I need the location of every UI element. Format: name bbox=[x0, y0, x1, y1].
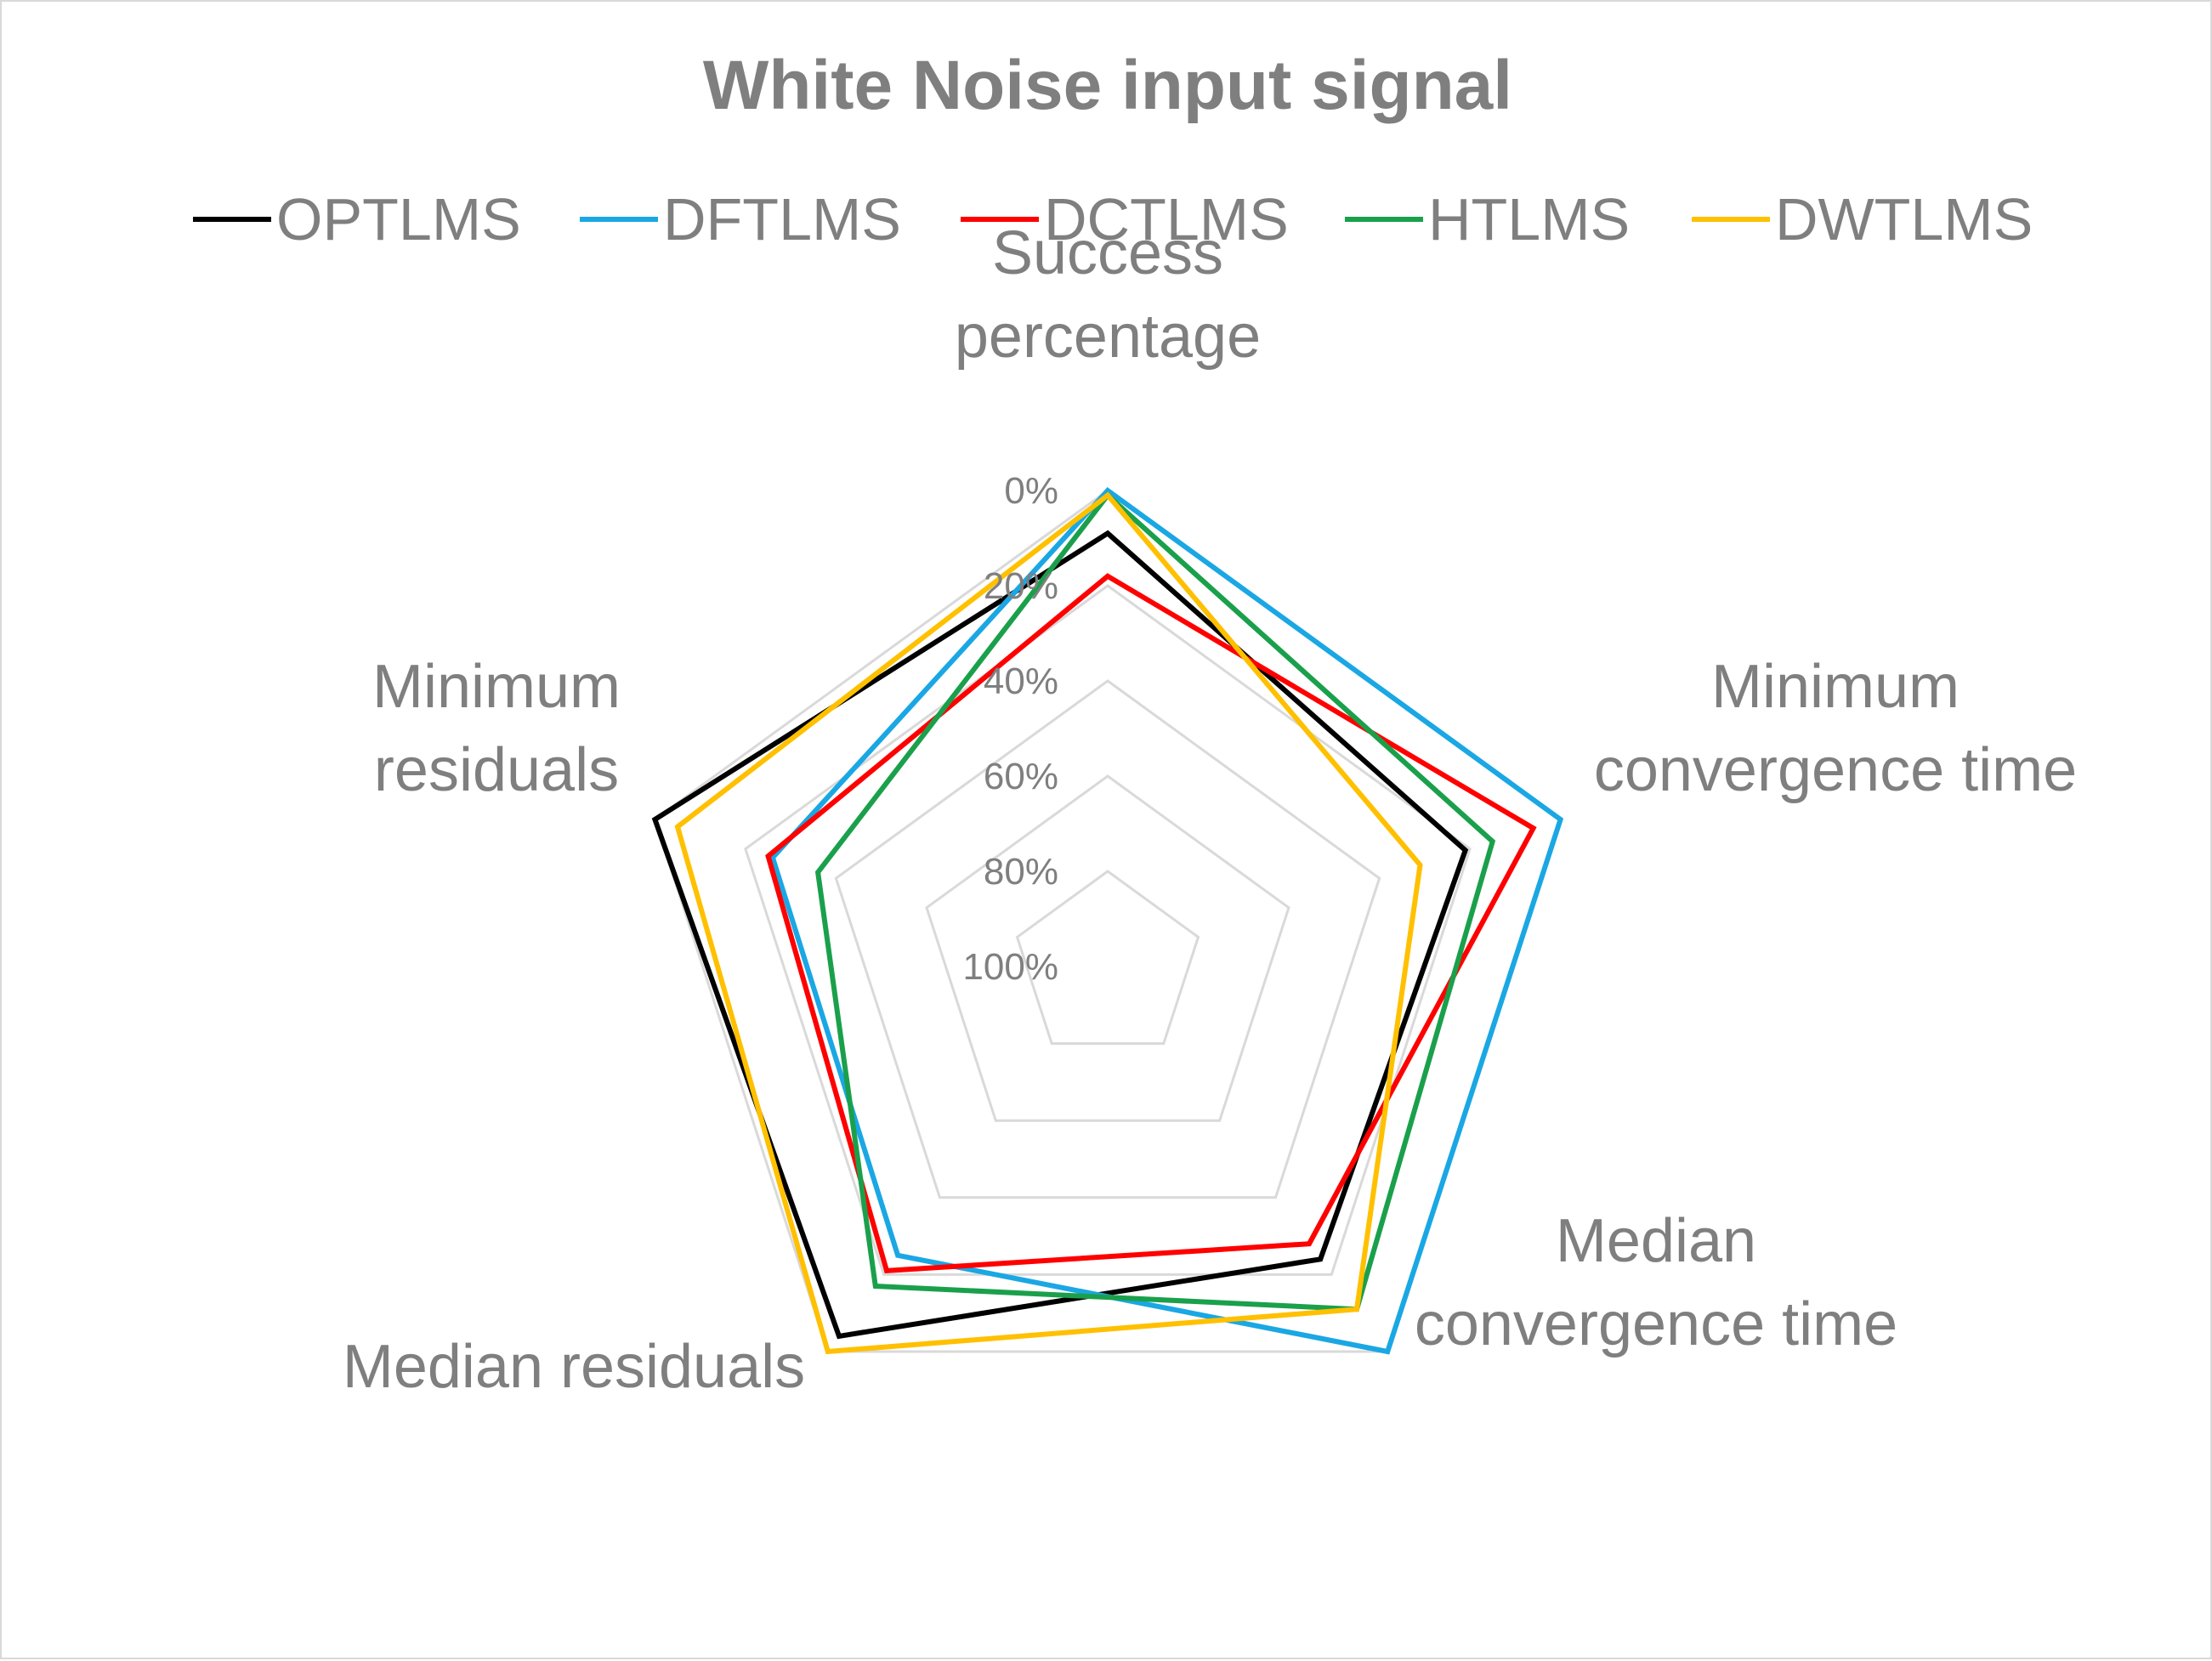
series-line-dctlms bbox=[765, 573, 1537, 1274]
tick-label: 0% bbox=[1004, 470, 1058, 512]
legend: OPTLMS DFTLMS DCTLMS HTLMS DWTLMS bbox=[193, 186, 2033, 252]
series-line-htlms bbox=[814, 491, 1496, 1312]
chart-title: White Noise input signal bbox=[703, 47, 1512, 124]
legend-label-dftlms: DFTLMS bbox=[663, 186, 901, 252]
axis-labels: Success percentage Minimum convergence time… bbox=[343, 219, 2077, 1401]
axis-label-line: Minimum bbox=[372, 653, 621, 721]
series-line-dwtlms bbox=[674, 491, 1423, 1355]
tick-label: 40% bbox=[984, 660, 1058, 702]
axis-label-line: residuals bbox=[374, 736, 619, 804]
axis-label-1: Minimum convergence time bbox=[1594, 653, 2077, 804]
legend-label-htlms: HTLMS bbox=[1428, 186, 1630, 252]
axis-label-0: Success percentage bbox=[955, 219, 1261, 371]
tick-label: 20% bbox=[984, 565, 1058, 607]
axis-label-line: Median residuals bbox=[343, 1333, 805, 1401]
series-line-dftlms bbox=[769, 486, 1564, 1355]
tick-labels: 0% 20% 40% 60% 80% 100% bbox=[962, 470, 1058, 988]
axis-label-line: convergence time bbox=[1594, 736, 2077, 804]
tick-label: 100% bbox=[962, 946, 1058, 988]
grid-ring-1 bbox=[744, 584, 1472, 1276]
tick-label: 80% bbox=[984, 851, 1058, 893]
axis-label-3: Median residuals bbox=[343, 1333, 805, 1401]
axis-label-line: percentage bbox=[955, 303, 1261, 371]
axis-label-4: Minimum residuals bbox=[372, 653, 621, 804]
legend-label-dwtlms: DWTLMS bbox=[1775, 186, 2033, 252]
axis-label-2: Median convergence time bbox=[1415, 1207, 1897, 1358]
axis-label-line: Median bbox=[1556, 1207, 1756, 1275]
grid-ring-4 bbox=[1015, 870, 1200, 1046]
axis-label-line: Success bbox=[992, 219, 1223, 287]
axis-label-line: convergence time bbox=[1415, 1290, 1897, 1358]
legend-label-optlms: OPTLMS bbox=[276, 186, 521, 252]
grid-ring-2 bbox=[834, 679, 1381, 1199]
grid-ring-3 bbox=[925, 774, 1290, 1122]
series-lines bbox=[651, 486, 1564, 1355]
legend-label-dctlms: DCTLMS bbox=[1044, 186, 1289, 252]
axis-label-line: Minimum bbox=[1711, 653, 1960, 721]
series-line-optlms bbox=[651, 530, 1469, 1340]
tick-label: 60% bbox=[984, 756, 1058, 797]
